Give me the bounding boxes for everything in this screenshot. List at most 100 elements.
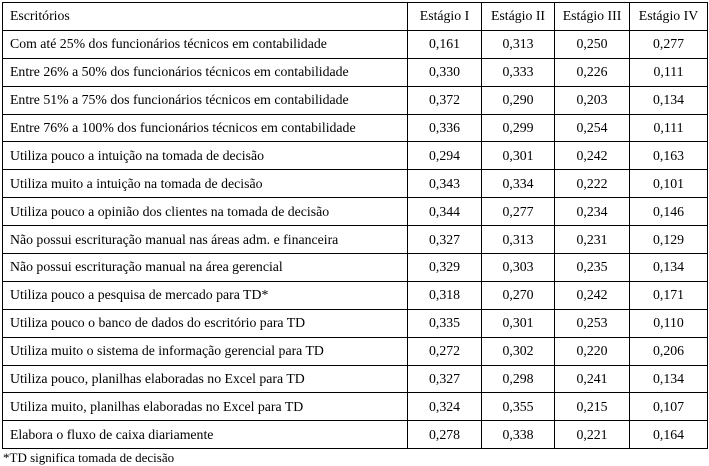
row-label: Entre 51% a 75% dos funcionários técnico… <box>2 85 408 115</box>
stages-table: Escritórios Estágio I Estágio II Estágio II… <box>2 2 708 450</box>
value-cell: 0,222 <box>554 169 630 199</box>
row-label: Utiliza pouco a intuição na tomada de de… <box>2 141 408 171</box>
row-label: Entre 76% a 100% dos funcionários técnic… <box>2 113 408 143</box>
table-row: Utiliza pouco, planilhas elaboradas no E… <box>2 364 708 394</box>
value-cell: 0,235 <box>554 253 630 282</box>
row-label: Com até 25% dos funcionários técnicos em… <box>2 29 408 59</box>
value-cell: 0,336 <box>407 113 482 143</box>
table-row: Elabora o fluxo de caixa diariamente 0,27… <box>2 420 708 450</box>
value-cell: 0,313 <box>481 225 555 255</box>
value-cell: 0,161 <box>407 29 482 59</box>
footnote: *TD significa tomada de decisão <box>3 450 175 465</box>
value-cell: 0,298 <box>481 364 555 394</box>
row-label: Utiliza pouco o banco de dados do escrit… <box>2 308 408 338</box>
value-cell: 0,344 <box>407 197 482 227</box>
row-label: Utiliza pouco a opinião dos clientes na … <box>2 197 408 227</box>
value-cell: 0,111 <box>629 113 708 143</box>
value-cell: 0,294 <box>407 141 482 171</box>
row-label: Utiliza pouco, planilhas elaboradas no E… <box>2 364 408 394</box>
row-label: Não possui escrituração manual nas áreas… <box>2 225 408 255</box>
table-row: Utiliza pouco a opinião dos clientes na … <box>2 197 708 227</box>
table-row: Utiliza muito o sistema de informação ge… <box>2 336 708 366</box>
value-cell: 0,203 <box>554 85 630 115</box>
value-cell: 0,324 <box>407 392 482 422</box>
row-label: Utiliza muito, planilhas elaboradas no E… <box>2 392 408 422</box>
value-cell: 0,333 <box>481 57 555 87</box>
column-header: Estágio III <box>554 2 630 31</box>
value-cell: 0,299 <box>481 113 555 143</box>
stages-table-container: Escritórios Estágio I Estágio II Estágio II… <box>2 2 708 450</box>
value-cell: 0,253 <box>554 308 630 338</box>
value-cell: 0,302 <box>481 336 555 366</box>
column-header: Escritórios <box>2 2 408 31</box>
value-cell: 0,329 <box>407 253 482 282</box>
value-cell: 0,330 <box>407 57 482 87</box>
value-cell: 0,242 <box>554 280 630 310</box>
value-cell: 0,107 <box>629 392 708 422</box>
table-row: Utiliza muito, planilhas elaboradas no E… <box>2 392 708 422</box>
value-cell: 0,215 <box>554 392 630 422</box>
row-label: Não possui escrituração manual na área g… <box>2 253 408 282</box>
value-cell: 0,270 <box>481 280 555 310</box>
table-row: Utiliza pouco a pesquisa de mercado para… <box>2 280 708 310</box>
value-cell: 0,372 <box>407 85 482 115</box>
value-cell: 0,343 <box>407 169 482 199</box>
value-cell: 0,277 <box>629 29 708 59</box>
table-row: Não possui escrituração manual nas áreas… <box>2 225 708 255</box>
value-cell: 0,110 <box>629 308 708 338</box>
value-cell: 0,278 <box>407 420 482 450</box>
value-cell: 0,290 <box>481 85 555 115</box>
value-cell: 0,164 <box>629 420 708 450</box>
value-cell: 0,111 <box>629 57 708 87</box>
table-row: Utiliza muito a intuição na tomada de de… <box>2 169 708 199</box>
value-cell: 0,327 <box>407 364 482 394</box>
value-cell: 0,134 <box>629 85 708 115</box>
value-cell: 0,335 <box>407 308 482 338</box>
value-cell: 0,338 <box>481 420 555 450</box>
column-header: Estágio IV <box>629 2 708 31</box>
value-cell: 0,334 <box>481 169 555 199</box>
value-cell: 0,220 <box>554 336 630 366</box>
value-cell: 0,226 <box>554 57 630 87</box>
table-header-row: Escritórios Estágio I Estágio II Estágio II… <box>2 2 708 31</box>
value-cell: 0,318 <box>407 280 482 310</box>
value-cell: 0,134 <box>629 364 708 394</box>
column-header: Estágio II <box>481 2 555 31</box>
value-cell: 0,241 <box>554 364 630 394</box>
table-row: Com até 25% dos funcionários técnicos em… <box>2 29 708 59</box>
table-row: Utiliza pouco a intuição na tomada de de… <box>2 141 708 171</box>
value-cell: 0,301 <box>481 141 555 171</box>
table-row: Entre 76% a 100% dos funcionários técnic… <box>2 113 708 143</box>
value-cell: 0,277 <box>481 197 555 227</box>
value-cell: 0,171 <box>629 280 708 310</box>
column-header: Estágio I <box>407 2 482 31</box>
table-row: Utiliza pouco o banco de dados do escrit… <box>2 308 708 338</box>
value-cell: 0,234 <box>554 197 630 227</box>
value-cell: 0,254 <box>554 113 630 143</box>
value-cell: 0,163 <box>629 141 708 171</box>
value-cell: 0,242 <box>554 141 630 171</box>
value-cell: 0,101 <box>629 169 708 199</box>
value-cell: 0,303 <box>481 253 555 282</box>
value-cell: 0,355 <box>481 392 555 422</box>
value-cell: 0,272 <box>407 336 482 366</box>
value-cell: 0,231 <box>554 225 630 255</box>
value-cell: 0,301 <box>481 308 555 338</box>
row-label: Utiliza pouco a pesquisa de mercado para… <box>2 280 408 310</box>
row-label: Utiliza muito a intuição na tomada de de… <box>2 169 408 199</box>
value-cell: 0,250 <box>554 29 630 59</box>
value-cell: 0,313 <box>481 29 555 59</box>
value-cell: 0,206 <box>629 336 708 366</box>
table-row: Entre 51% a 75% dos funcionários técnico… <box>2 85 708 115</box>
value-cell: 0,146 <box>629 197 708 227</box>
table-row: Entre 26% a 50% dos funcionários técnico… <box>2 57 708 87</box>
value-cell: 0,221 <box>554 420 630 450</box>
value-cell: 0,129 <box>629 225 708 255</box>
row-label: Utiliza muito o sistema de informação ge… <box>2 336 408 366</box>
table-row: Não possui escrituração manual na área g… <box>2 253 708 282</box>
value-cell: 0,134 <box>629 253 708 282</box>
value-cell: 0,327 <box>407 225 482 255</box>
row-label: Elabora o fluxo de caixa diariamente <box>2 420 408 450</box>
row-label: Entre 26% a 50% dos funcionários técnico… <box>2 57 408 87</box>
